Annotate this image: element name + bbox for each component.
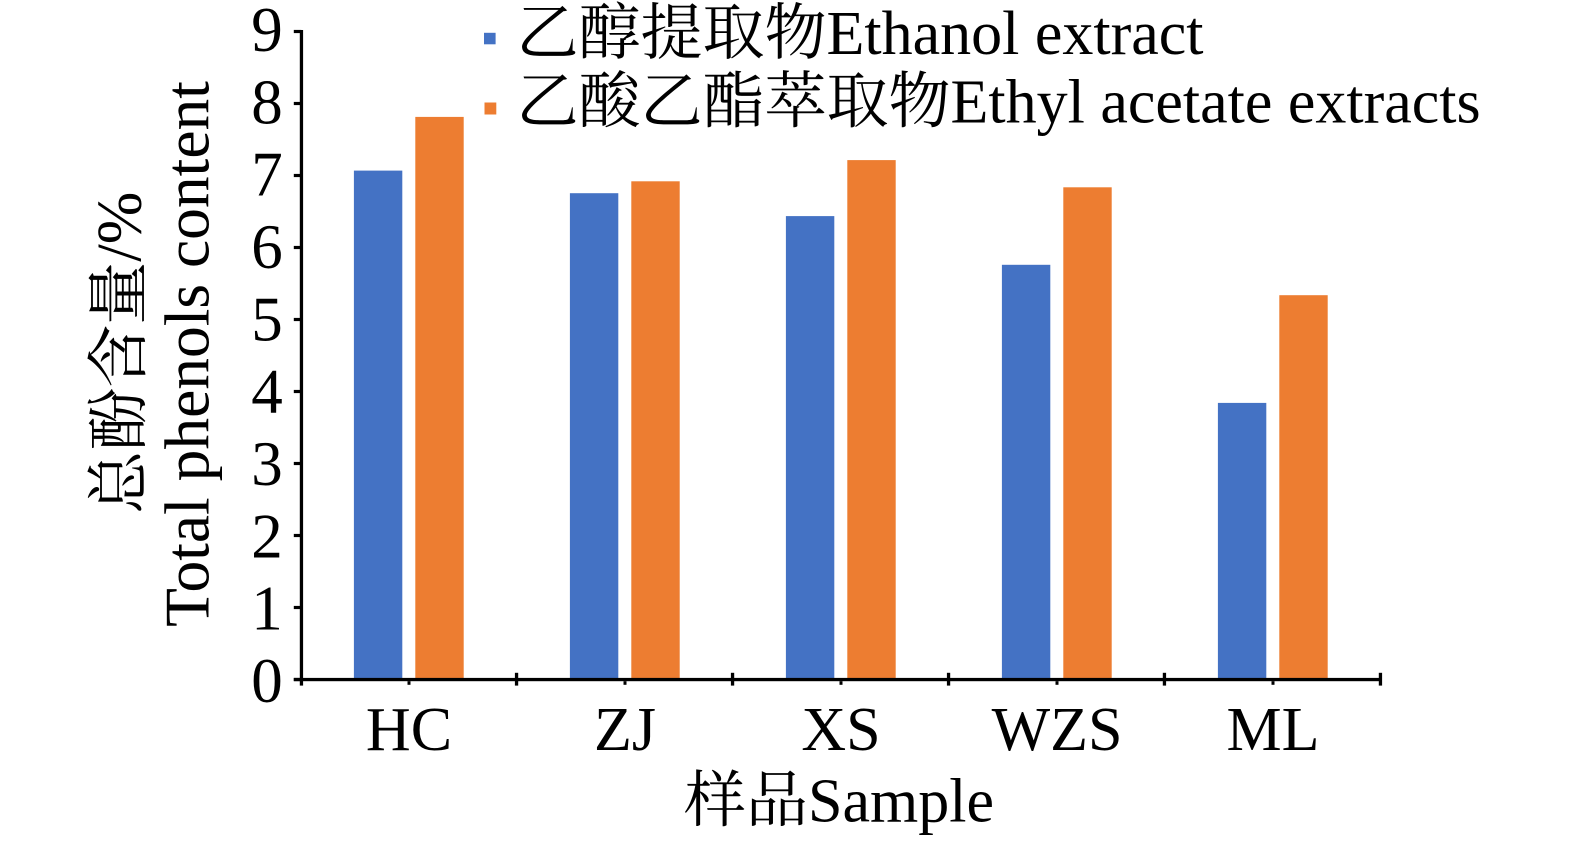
svg-text:3: 3 [251,429,283,499]
svg-text:1: 1 [251,574,283,644]
svg-text:XS: XS [801,696,880,764]
svg-text:8: 8 [251,67,283,137]
svg-text:4: 4 [251,357,283,427]
svg-text:ZJ: ZJ [594,696,656,764]
svg-text:HC: HC [366,696,452,764]
svg-text:Ethanol extract: Ethanol extract [827,0,1204,68]
svg-text:5: 5 [251,284,283,354]
svg-text:7: 7 [251,140,283,210]
svg-text:ML: ML [1227,696,1320,764]
svg-text:/%: /% [84,192,154,262]
svg-text:6: 6 [251,212,283,282]
svg-text:9: 9 [251,0,283,65]
svg-text:WZS: WZS [992,696,1123,764]
svg-text:Sample: Sample [808,767,994,835]
svg-text:0: 0 [251,646,283,716]
svg-text:Total phenols content: Total phenols content [152,81,223,627]
svg-text:2: 2 [251,501,283,571]
svg-text:Ethyl acetate extracts: Ethyl acetate extracts [951,69,1481,137]
